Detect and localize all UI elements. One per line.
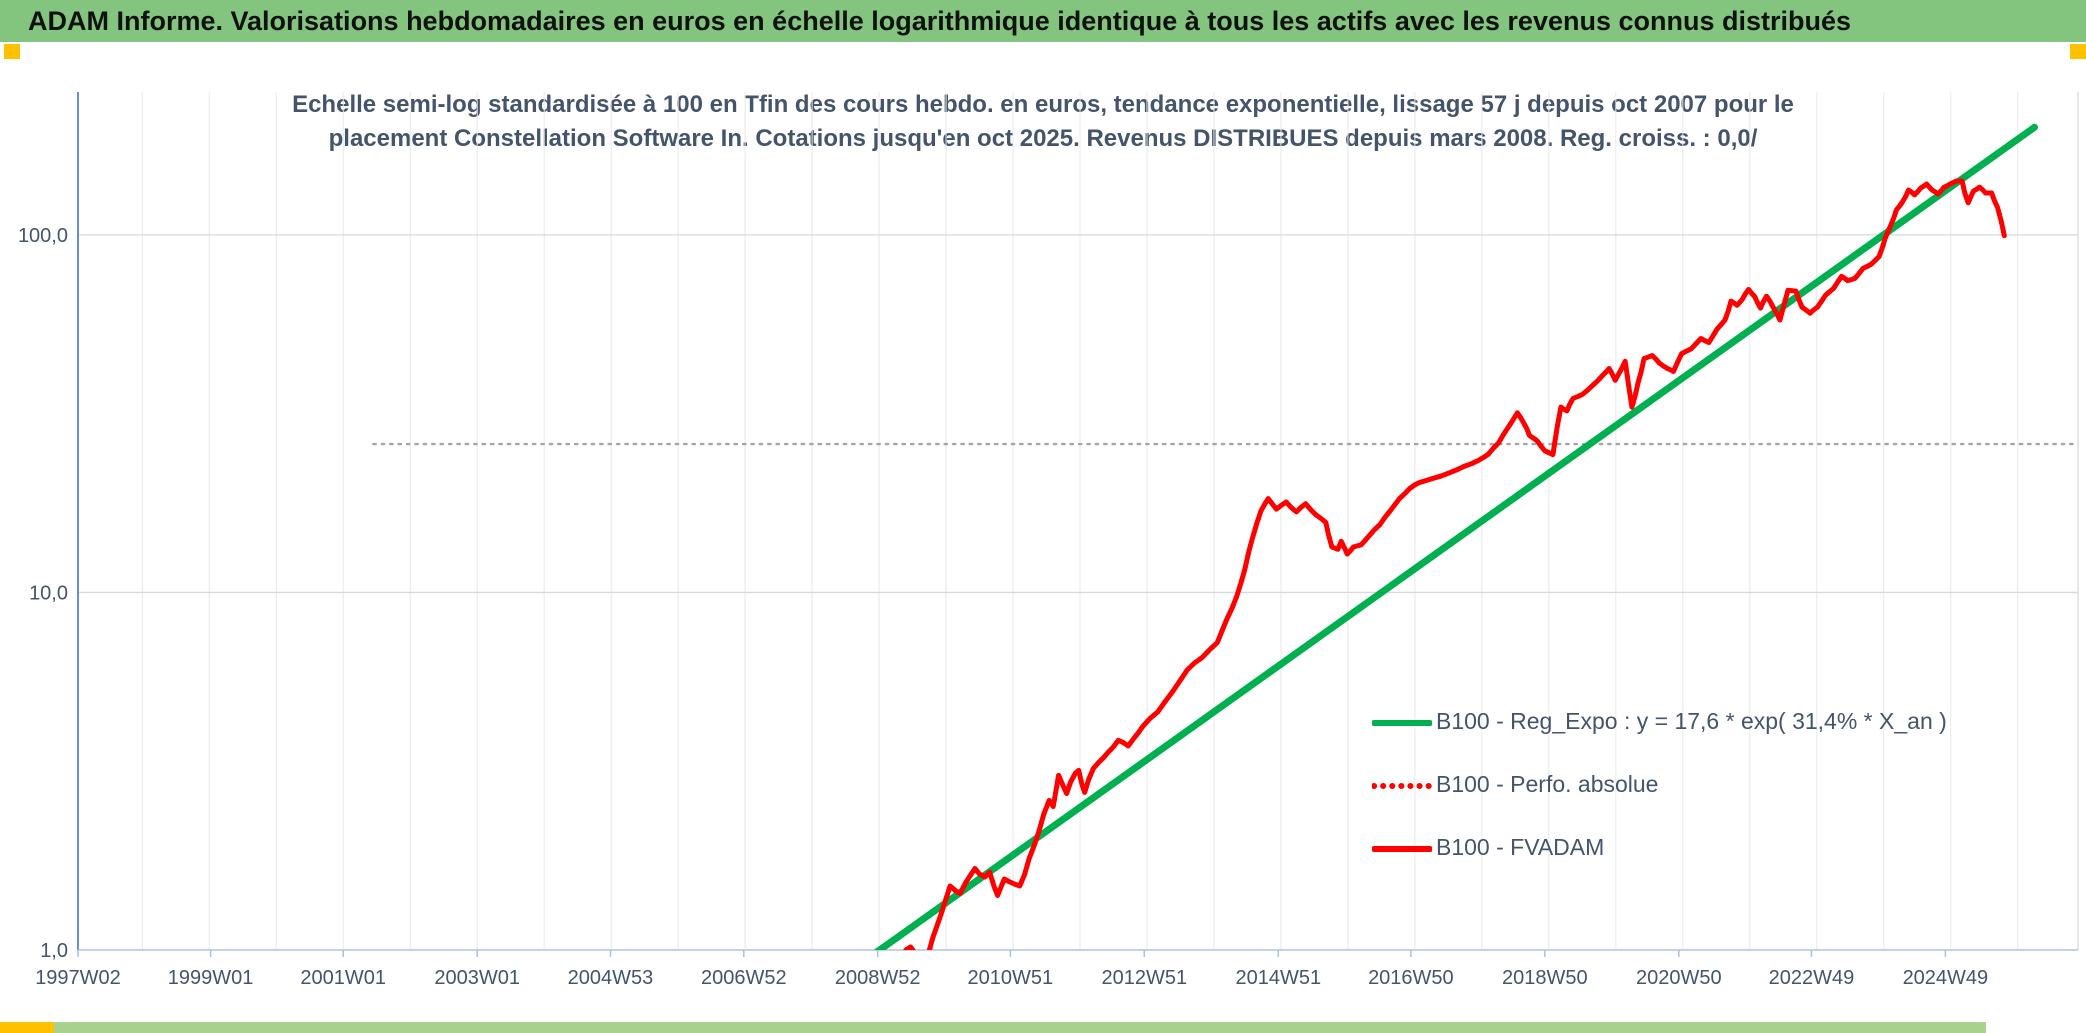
legend-label: B100 - Reg_Expo : y = 17,6 * exp( 31,4% … bbox=[1436, 708, 1947, 734]
x-tick-label: 2010W51 bbox=[968, 967, 1054, 989]
x-tick-label: 1997W02 bbox=[35, 967, 121, 989]
header-bar: ADAM Informe. Valorisations hebdomadaire… bbox=[0, 0, 2086, 42]
green-solid-line-icon bbox=[1371, 716, 1433, 728]
x-tick-label: 2024W49 bbox=[1903, 967, 1989, 989]
x-tick-label: 2003W01 bbox=[434, 967, 520, 989]
page-title: ADAM Informe. Valorisations hebdomadaire… bbox=[28, 5, 1852, 36]
red-dotted-line-icon bbox=[1371, 779, 1433, 791]
x-tick-label: 2012W51 bbox=[1101, 967, 1187, 989]
red-solid-line-icon bbox=[1371, 842, 1433, 854]
orange-accent-square-right bbox=[2070, 44, 2086, 59]
bottom-accent-bar-yellow bbox=[0, 1022, 54, 1033]
x-tick-label: 2014W51 bbox=[1235, 967, 1321, 989]
legend-item-regexpo: B100 - Reg_Expo : y = 17,6 * exp( 31,4% … bbox=[1371, 690, 1947, 753]
legend-line-sample bbox=[1371, 719, 1433, 726]
chart-title-line-2: placement Constellation Software In. Cot… bbox=[328, 125, 1758, 152]
x-tick-label: 2001W01 bbox=[300, 967, 386, 989]
chart-title: Echelle semi-log standardisée à 100 en T… bbox=[0, 88, 2086, 156]
legend-item-perfo-absolue: B100 - Perfo. absolue bbox=[1371, 753, 1947, 816]
legend-label: B100 - Perfo. absolue bbox=[1436, 771, 1659, 797]
y-tick-label: 1,0 bbox=[40, 940, 68, 962]
chart-title-line-1: Echelle semi-log standardisée à 100 en T… bbox=[292, 91, 1794, 118]
chart-legend: B100 - Reg_Expo : y = 17,6 * exp( 31,4% … bbox=[1371, 690, 1947, 879]
y-tick-label: 100,0 bbox=[18, 225, 68, 247]
legend-label: B100 - FVADAM bbox=[1436, 834, 1605, 860]
y-tick-label: 10,0 bbox=[29, 582, 68, 604]
x-tick-label: 2008W52 bbox=[835, 967, 921, 989]
x-tick-label: 1999W01 bbox=[168, 967, 254, 989]
x-tick-label: 2004W53 bbox=[568, 967, 654, 989]
x-tick-label: 2020W50 bbox=[1636, 967, 1722, 989]
x-tick-label: 2016W50 bbox=[1368, 967, 1454, 989]
x-tick-label: 2006W52 bbox=[701, 967, 787, 989]
legend-line-sample bbox=[1371, 782, 1433, 789]
legend-item-fvadam: B100 - FVADAM bbox=[1371, 816, 1947, 879]
orange-accent-square-left bbox=[4, 44, 20, 59]
x-tick-label: 2018W50 bbox=[1502, 967, 1588, 989]
x-tick-label: 2022W49 bbox=[1769, 967, 1855, 989]
fvadam-line bbox=[903, 178, 2007, 950]
regexpo-trend-line bbox=[873, 123, 2038, 950]
bottom-accent-bar-green bbox=[54, 1022, 1986, 1033]
legend-line-sample bbox=[1371, 845, 1433, 852]
